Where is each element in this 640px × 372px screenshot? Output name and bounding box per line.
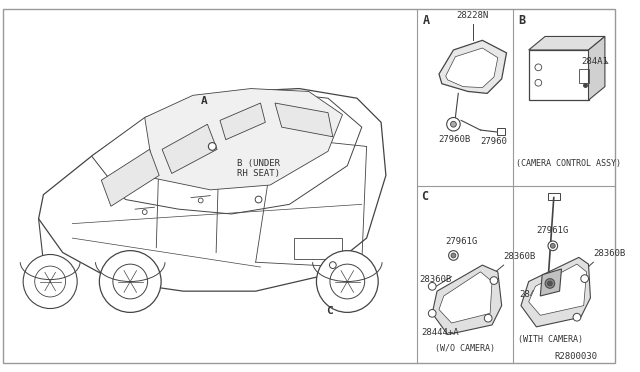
- Circle shape: [99, 251, 161, 312]
- Polygon shape: [275, 103, 333, 137]
- Text: 27960B: 27960B: [438, 135, 470, 144]
- Bar: [529, 50, 589, 100]
- Circle shape: [545, 279, 555, 288]
- Text: C: C: [422, 190, 429, 203]
- Circle shape: [451, 253, 456, 258]
- Text: 28444+A: 28444+A: [422, 328, 460, 337]
- Circle shape: [330, 262, 336, 269]
- Text: 27961G: 27961G: [536, 226, 569, 235]
- Circle shape: [198, 198, 203, 203]
- Text: 28360B: 28360B: [504, 252, 536, 261]
- Bar: [294, 238, 342, 259]
- Circle shape: [550, 243, 556, 248]
- Polygon shape: [38, 89, 386, 291]
- Text: C: C: [326, 306, 333, 315]
- Polygon shape: [439, 40, 506, 93]
- Circle shape: [113, 264, 148, 299]
- Text: 28442: 28442: [519, 289, 546, 299]
- Text: (WITH CAMERA): (WITH CAMERA): [518, 334, 583, 344]
- Circle shape: [428, 310, 436, 317]
- Circle shape: [428, 282, 436, 290]
- Circle shape: [548, 241, 557, 251]
- Circle shape: [209, 142, 216, 150]
- Polygon shape: [540, 269, 561, 296]
- Text: A: A: [422, 14, 429, 27]
- Circle shape: [535, 64, 541, 71]
- Text: (CAMERA CONTROL ASSY): (CAMERA CONTROL ASSY): [516, 159, 621, 168]
- Text: 28228N: 28228N: [456, 11, 489, 20]
- Circle shape: [490, 277, 498, 285]
- Circle shape: [547, 281, 552, 286]
- Bar: [548, 193, 559, 201]
- Text: 28360B: 28360B: [593, 249, 625, 259]
- Polygon shape: [220, 103, 266, 140]
- Text: 27961G: 27961G: [445, 237, 478, 246]
- Text: A: A: [201, 96, 208, 106]
- Polygon shape: [439, 272, 492, 323]
- Polygon shape: [529, 36, 605, 50]
- Bar: [497, 128, 504, 135]
- Circle shape: [573, 313, 580, 321]
- Circle shape: [255, 196, 262, 203]
- Circle shape: [316, 251, 378, 312]
- Circle shape: [447, 118, 460, 131]
- Polygon shape: [432, 265, 502, 334]
- Polygon shape: [445, 48, 498, 87]
- Polygon shape: [162, 124, 217, 173]
- Circle shape: [484, 314, 492, 322]
- Text: B: B: [518, 14, 525, 27]
- Text: B (UNDER
RH SEAT): B (UNDER RH SEAT): [237, 159, 280, 178]
- Polygon shape: [145, 89, 342, 190]
- Bar: [579, 69, 589, 83]
- Text: 27960: 27960: [481, 137, 508, 146]
- Polygon shape: [92, 92, 362, 214]
- Circle shape: [580, 275, 589, 282]
- Text: 28360B: 28360B: [420, 275, 452, 284]
- Circle shape: [330, 264, 365, 299]
- Polygon shape: [529, 264, 587, 315]
- Circle shape: [451, 121, 456, 127]
- Polygon shape: [101, 149, 159, 206]
- Circle shape: [449, 251, 458, 260]
- Circle shape: [535, 79, 541, 86]
- Polygon shape: [589, 36, 605, 100]
- Circle shape: [142, 210, 147, 215]
- Polygon shape: [521, 257, 591, 327]
- Text: R2800030: R2800030: [555, 352, 598, 361]
- Circle shape: [23, 254, 77, 308]
- Circle shape: [35, 266, 66, 297]
- Text: 284A1: 284A1: [581, 57, 608, 66]
- Text: (W/O CAMERA): (W/O CAMERA): [435, 344, 495, 353]
